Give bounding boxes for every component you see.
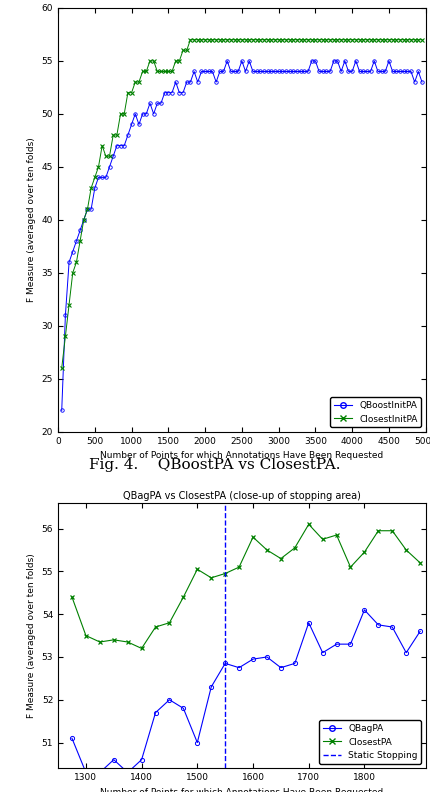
Y-axis label: F Measure (averaged over ten folds): F Measure (averaged over ten folds) bbox=[27, 137, 36, 303]
Y-axis label: F Measure (averaged over ten folds): F Measure (averaged over ten folds) bbox=[27, 553, 36, 718]
Legend: QBagPA, ClosestPA, Static Stopping: QBagPA, ClosestPA, Static Stopping bbox=[319, 721, 421, 763]
Text: Fig. 4.    QBoostPA vs ClosestPA.: Fig. 4. QBoostPA vs ClosestPA. bbox=[89, 459, 341, 472]
Title: QBagPA vs ClosestPA (close-up of stopping area): QBagPA vs ClosestPA (close-up of stoppin… bbox=[123, 491, 361, 501]
X-axis label: Number of Points for which Annotations Have Been Requested: Number of Points for which Annotations H… bbox=[100, 788, 384, 792]
Legend: QBoostInitPA, ClosestInitPA: QBoostInitPA, ClosestInitPA bbox=[330, 398, 421, 427]
X-axis label: Number of Points for which Annotations Have Been Requested: Number of Points for which Annotations H… bbox=[100, 451, 384, 460]
